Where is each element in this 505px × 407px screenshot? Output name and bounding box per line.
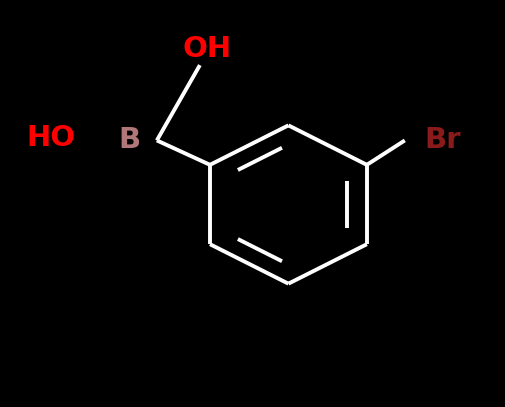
Text: HO: HO (26, 125, 75, 152)
Text: Br: Br (424, 127, 460, 154)
Text: B: B (118, 127, 140, 154)
Text: OH: OH (182, 35, 232, 63)
